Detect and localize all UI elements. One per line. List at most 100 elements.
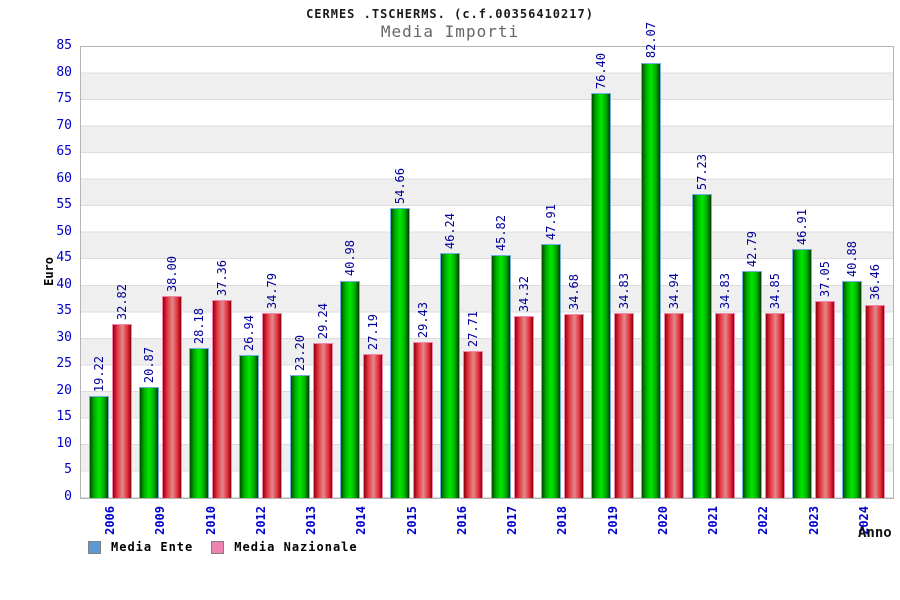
chart-subtitle: Media Importi: [380, 22, 520, 41]
bar-value-label: 23.20: [292, 334, 307, 371]
bar-media-nazionale: [312, 342, 333, 498]
y-axis-tick-label: 25: [56, 356, 72, 372]
y-axis-tick-label: 5: [64, 462, 72, 478]
bar-media-nazionale: [513, 315, 534, 498]
y-axis-tick-label: 75: [56, 91, 72, 107]
bar-value-label: 40.88: [845, 240, 860, 278]
bar-group-2020: 82.07 34.94 2020: [641, 22, 685, 535]
y-axis-tick-label: 70: [56, 117, 72, 133]
bar-media-ente: [490, 254, 511, 498]
y-axis-tick-label: 60: [56, 170, 72, 186]
y-axis-tick-label: 15: [56, 409, 72, 425]
x-axis-year-label: 2013: [304, 506, 319, 535]
bar-media-ente: [792, 249, 813, 498]
bar-value-label: 19.22: [91, 355, 106, 393]
bar-value-label: 28.18: [192, 308, 207, 345]
bar-group-2015: 54.66 29.43 2015: [390, 47, 434, 535]
y-axis-tick-label: 0: [64, 489, 72, 504]
bar-media-ente: [189, 348, 210, 498]
bar-value-label: 82.07: [644, 22, 659, 59]
x-axis-year-label: 2012: [253, 506, 268, 535]
bar-media-nazionale: [563, 314, 584, 498]
bar-value-label: 26.94: [242, 314, 257, 352]
bar-media-ente: [440, 252, 461, 498]
bar-media-ente: [741, 270, 762, 498]
bar-value-label: 34.85: [767, 272, 782, 310]
y-axis-ticks: 0 5 10 15 20 25 30 35 40 45 50 55 60 65 70 75 80 85: [0, 38, 72, 504]
legend-label-media-ente: Media Ente: [111, 540, 194, 554]
bar-value-label: 45.82: [493, 214, 508, 251]
bar-group-2018: 47.91 34.68 2018: [540, 47, 584, 535]
bar-value-label: 29.43: [416, 301, 431, 338]
bar-value-label: 34.79: [265, 273, 280, 310]
bar-value-label: 38.00: [164, 256, 179, 293]
bar-group-2010: 28.18 37.36 2010: [189, 47, 233, 535]
bar-value-label: 27.71: [466, 310, 481, 347]
legend: Media Ente Media Nazionale: [88, 540, 358, 554]
x-axis-year-label: 2015: [404, 506, 419, 535]
bar-group-2016: 46.24 27.71 2016: [440, 47, 484, 535]
legend-swatch-media-nazionale: [211, 540, 225, 554]
bar-media-nazionale: [262, 313, 283, 498]
y-axis-tick-label: 55: [56, 197, 72, 213]
bar-media-ente: [339, 280, 360, 498]
x-axis-year-label: 2019: [605, 506, 620, 535]
bar-group-2022: 42.79 34.85 2022: [741, 47, 785, 535]
x-axis-year-label: 2010: [203, 506, 218, 535]
x-axis-year-label: 2022: [756, 506, 771, 535]
y-axis-tick-label: 10: [56, 435, 72, 451]
bar-media-ente: [289, 374, 310, 498]
bar-value-label: 27.19: [365, 313, 380, 350]
plot-area: 19.22 32.82 2006 20.87 38.00 2009 28.18 37.36 20…: [80, 22, 894, 535]
bar-group-2014: 40.98 27.19 2014: [339, 47, 383, 535]
bar-group-2013: 23.20 29.24 2013: [289, 47, 333, 535]
y-axis-tick-label: 35: [56, 303, 72, 319]
bar-media-ente: [88, 396, 109, 498]
bar-value-label: 54.66: [393, 167, 408, 204]
bar-group-2019: 76.40 34.83 2019: [591, 47, 635, 535]
bar-value-label: 34.68: [566, 273, 581, 310]
bar-value-label: 29.24: [315, 302, 330, 339]
bar-media-nazionale: [463, 350, 484, 498]
x-axis-year-label: 2021: [706, 506, 721, 535]
y-axis-tick-label: 80: [56, 64, 72, 80]
chart-title: CERMES .TSCHERMS. (c.f.00356410217): [306, 7, 594, 21]
bar-value-label: 47.91: [543, 203, 558, 240]
y-axis-tick-label: 20: [56, 382, 72, 398]
x-axis-year-label: 2018: [555, 506, 570, 535]
x-axis-year-label: 2006: [103, 506, 118, 535]
x-axis-year-label: 2016: [454, 506, 469, 535]
bar-group-2017: 45.82 34.32 2017: [490, 47, 534, 535]
bar-value-label: 42.79: [744, 230, 759, 267]
bar-media-nazionale: [865, 304, 886, 498]
x-axis-year-label: 2014: [354, 506, 369, 535]
bar-value-label: 46.24: [443, 212, 458, 249]
bar-group-2006: 19.22 32.82 2006: [88, 47, 132, 535]
bar-value-label: 32.82: [114, 283, 129, 320]
bar-media-ente: [641, 62, 662, 498]
bar-value-label: 57.23: [694, 154, 709, 191]
bar-media-nazionale: [362, 353, 383, 498]
bar-media-ente: [390, 207, 411, 498]
y-axis-tick-label: 85: [56, 38, 72, 53]
bar-value-label: 46.91: [795, 208, 810, 246]
bar-media-nazionale: [815, 301, 836, 498]
bar-value-label: 34.32: [516, 275, 531, 312]
bar-group-2012: 26.94 34.79 2012: [239, 47, 283, 535]
bar-group-2024: 40.88 36.46 2024: [842, 47, 886, 535]
x-axis-year-label: 2023: [806, 506, 821, 535]
bar-group-2009: 20.87 38.00 2009: [138, 47, 182, 535]
bar-value-label: 37.36: [215, 259, 230, 296]
bar-value-label: 34.83: [617, 273, 632, 310]
legend-swatch-media-ente: [88, 540, 101, 554]
y-axis-tick-label: 30: [56, 329, 72, 345]
bar-value-label: 20.87: [141, 347, 156, 384]
bar-media-ente: [540, 243, 561, 498]
bars-layer: 19.22 32.82 2006 20.87 38.00 2009 28.18 37.36 20…: [81, 22, 893, 535]
bar-media-nazionale: [714, 313, 735, 498]
bar-value-label: 40.98: [342, 240, 357, 277]
bar-media-nazionale: [161, 296, 182, 498]
bar-media-nazionale: [764, 313, 785, 498]
bar-media-nazionale: [664, 312, 685, 498]
bar-media-ente: [842, 281, 863, 498]
